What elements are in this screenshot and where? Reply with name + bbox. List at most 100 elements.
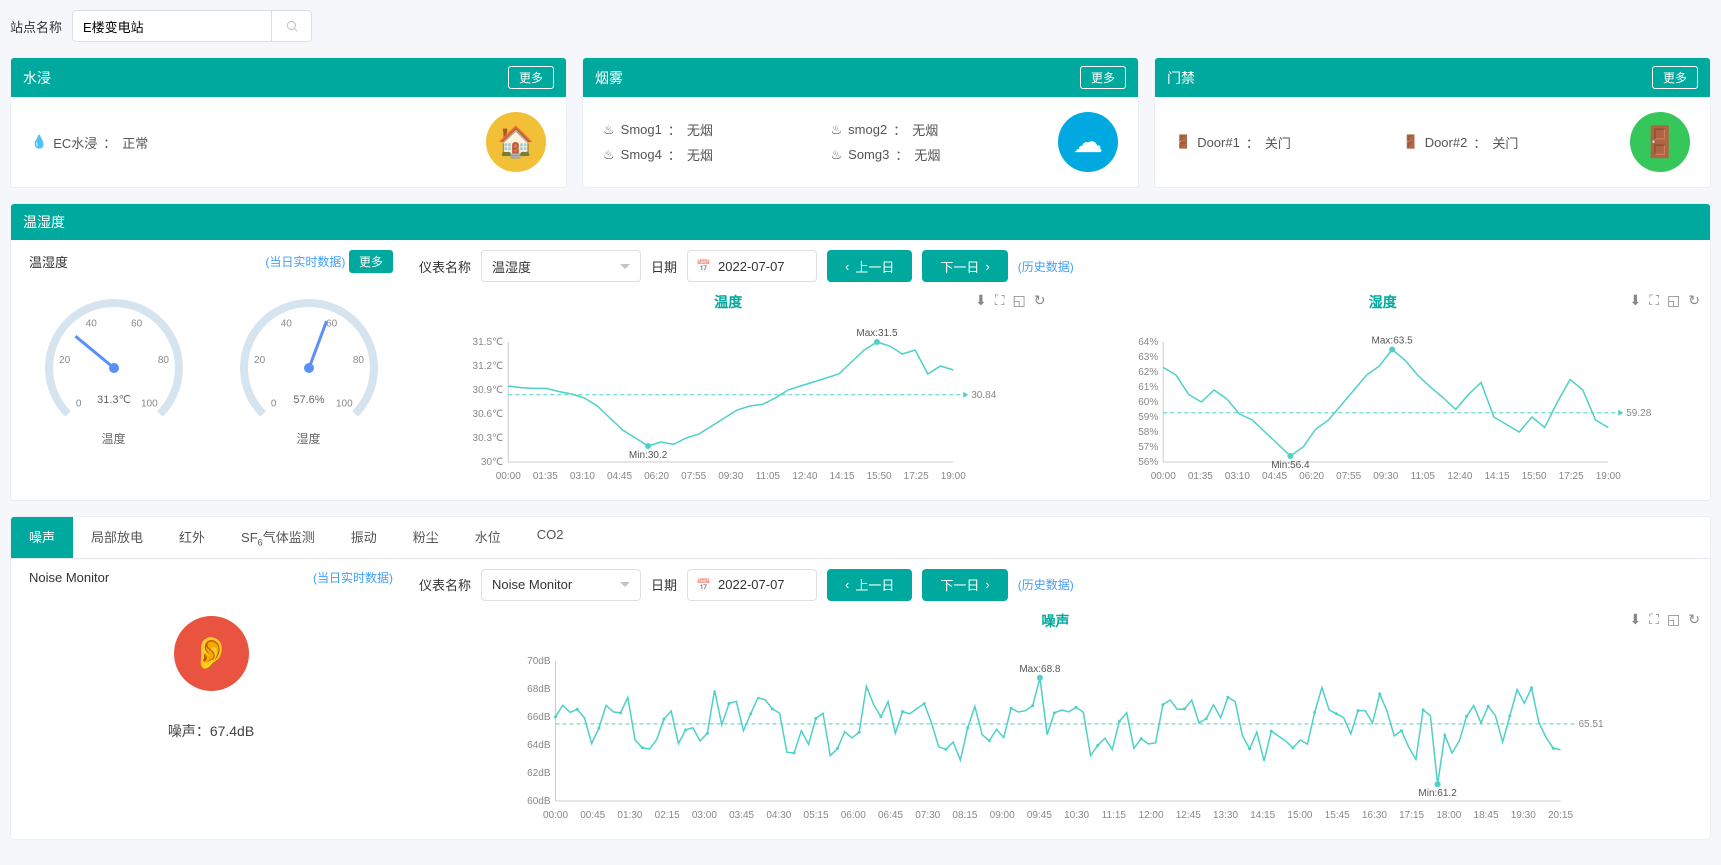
svg-text:30.3℃: 30.3℃ (473, 433, 504, 444)
svg-text:0: 0 (75, 398, 81, 409)
svg-text:18:45: 18:45 (1474, 810, 1499, 821)
svg-text:59.28: 59.28 (1626, 408, 1651, 419)
refresh-icon[interactable]: ↻ (1688, 611, 1700, 628)
svg-text:66dB: 66dB (527, 712, 551, 723)
smog-card: 烟雾 更多 ♨ Smog1：无烟 ♨ Smog4：无烟 ♨ smog2：无烟 ♨… (582, 57, 1139, 188)
svg-text:15:50: 15:50 (1521, 471, 1546, 482)
chart-box: ⬇ ⛶ ◱ ↻ 湿度 64%63%62%61%60%59%58%57%56%00… (1066, 292, 1701, 490)
svg-text:12:00: 12:00 (1139, 810, 1164, 821)
svg-text:09:45: 09:45 (1027, 810, 1052, 821)
noise-realtime-label: (当日实时数据) (313, 569, 393, 586)
meter-select[interactable]: 温湿度 (481, 250, 641, 282)
svg-text:30℃: 30℃ (481, 457, 503, 468)
door-item: 🚪 Door#2：关门 (1403, 133, 1631, 152)
tab-1[interactable]: 局部放电 (73, 517, 161, 558)
svg-text:17:15: 17:15 (1399, 810, 1424, 821)
water-more-button[interactable]: 更多 (508, 66, 554, 89)
svg-text:09:30: 09:30 (718, 471, 743, 482)
zoom-reset-icon[interactable]: ◱ (1667, 292, 1680, 309)
noise-value: 噪声：67.4dB (168, 721, 254, 741)
smog-icon: ☁ (1058, 112, 1118, 172)
svg-text:09:30: 09:30 (1373, 471, 1398, 482)
svg-text:05:15: 05:15 (804, 810, 829, 821)
site-name-input[interactable] (72, 10, 272, 42)
zoom-icon[interactable]: ⛶ (1649, 611, 1659, 628)
door-more-button[interactable]: 更多 (1652, 66, 1698, 89)
svg-text:20:15: 20:15 (1548, 810, 1573, 821)
svg-text:31.2℃: 31.2℃ (473, 361, 504, 372)
refresh-icon[interactable]: ↻ (1688, 292, 1700, 309)
noise-date-input[interactable]: 2022-07-07 (687, 569, 817, 601)
refresh-icon[interactable]: ↻ (1034, 292, 1046, 309)
gauge: 020406080100 31.3℃ 温度 (29, 283, 199, 447)
water-card: 水浸 更多 💧 EC水浸：正常 🏠 (10, 57, 567, 188)
zoom-reset-icon[interactable]: ◱ (1667, 611, 1680, 628)
svg-text:04:30: 04:30 (766, 810, 791, 821)
tab-3[interactable]: SF6气体监测 (223, 517, 333, 558)
noise-next-day-button[interactable]: 下一日 › (922, 569, 1007, 601)
svg-text:19:00: 19:00 (1595, 471, 1620, 482)
th-chart-panel: 仪表名称 温湿度 日期 2022-07-07 ‹ 上一日 下一日 › (历史数据… (411, 250, 1700, 490)
water-status-item: 💧 EC水浸：正常 (31, 133, 486, 152)
svg-text:57%: 57% (1138, 442, 1158, 453)
svg-text:31.3℃: 31.3℃ (97, 394, 131, 406)
svg-text:00:00: 00:00 (496, 471, 521, 482)
date-input[interactable]: 2022-07-07 (687, 250, 817, 282)
smog-item: ♨ Somg3：无烟 (831, 145, 1059, 164)
svg-text:15:00: 15:00 (1287, 810, 1312, 821)
gauge-more-button[interactable]: 更多 (349, 250, 393, 273)
svg-text:04:45: 04:45 (1261, 471, 1286, 482)
zoom-icon[interactable]: ⛶ (1649, 292, 1659, 309)
noise-meter-label: 仪表名称 (419, 575, 471, 594)
zoom-icon[interactable]: ⛶ (995, 292, 1005, 309)
download-icon[interactable]: ⬇ (1629, 292, 1641, 309)
svg-text:Min:56.4: Min:56.4 (1271, 460, 1310, 471)
svg-text:15:45: 15:45 (1325, 810, 1350, 821)
chart-box: ⬇ ⛶ ◱ ↻ 温度 31.5℃31.2℃30.9℃30.6℃30.3℃30℃0… (411, 292, 1046, 490)
svg-text:100: 100 (336, 398, 353, 409)
door-card: 门禁 更多 🚪 Door#1：关门 🚪 Door#2：关门 🚪 (1154, 57, 1711, 188)
zoom-reset-icon[interactable]: ◱ (1013, 292, 1026, 309)
noise-meter-select[interactable]: Noise Monitor (481, 569, 641, 601)
tab-2[interactable]: 红外 (161, 517, 223, 558)
svg-text:03:10: 03:10 (1224, 471, 1249, 482)
noise-prev-day-button[interactable]: ‹ 上一日 (827, 569, 912, 601)
tab-0[interactable]: 噪声 (11, 517, 73, 558)
svg-text:70dB: 70dB (527, 656, 551, 667)
svg-text:57.6%: 57.6% (293, 394, 324, 406)
tab-7[interactable]: CO2 (519, 517, 582, 558)
svg-text:12:45: 12:45 (1176, 810, 1201, 821)
svg-text:15:50: 15:50 (867, 471, 892, 482)
svg-text:62dB: 62dB (527, 768, 551, 779)
svg-text:18:00: 18:00 (1436, 810, 1461, 821)
svg-text:Max:63.5: Max:63.5 (1371, 336, 1413, 347)
svg-text:03:10: 03:10 (570, 471, 595, 482)
svg-text:14:15: 14:15 (1484, 471, 1509, 482)
date-label: 日期 (651, 257, 677, 276)
prev-day-button[interactable]: ‹ 上一日 (827, 250, 912, 282)
tab-5[interactable]: 粉尘 (395, 517, 457, 558)
water-drop-icon: 💧 (31, 134, 47, 150)
tab-4[interactable]: 振动 (333, 517, 395, 558)
svg-text:61%: 61% (1138, 382, 1158, 393)
svg-text:07:30: 07:30 (915, 810, 940, 821)
svg-text:09:00: 09:00 (990, 810, 1015, 821)
svg-text:30.6℃: 30.6℃ (473, 409, 504, 420)
svg-text:01:35: 01:35 (1187, 471, 1212, 482)
next-day-button[interactable]: 下一日 › (922, 250, 1007, 282)
svg-text:40: 40 (85, 318, 97, 329)
svg-text:31.5℃: 31.5℃ (473, 337, 504, 348)
search-button[interactable] (272, 10, 312, 42)
svg-text:07:55: 07:55 (1336, 471, 1361, 482)
download-icon[interactable]: ⬇ (975, 292, 987, 309)
svg-text:80: 80 (157, 355, 169, 366)
download-icon[interactable]: ⬇ (1629, 611, 1641, 628)
svg-text:00:00: 00:00 (543, 810, 568, 821)
door-icon: 🚪 (1630, 112, 1690, 172)
tab-6[interactable]: 水位 (457, 517, 519, 558)
svg-text:14:15: 14:15 (829, 471, 854, 482)
smog-more-button[interactable]: 更多 (1080, 66, 1126, 89)
smog-item: ♨ Smog4：无烟 (603, 145, 831, 164)
svg-text:01:30: 01:30 (617, 810, 642, 821)
svg-text:Min:30.2: Min:30.2 (629, 450, 668, 461)
